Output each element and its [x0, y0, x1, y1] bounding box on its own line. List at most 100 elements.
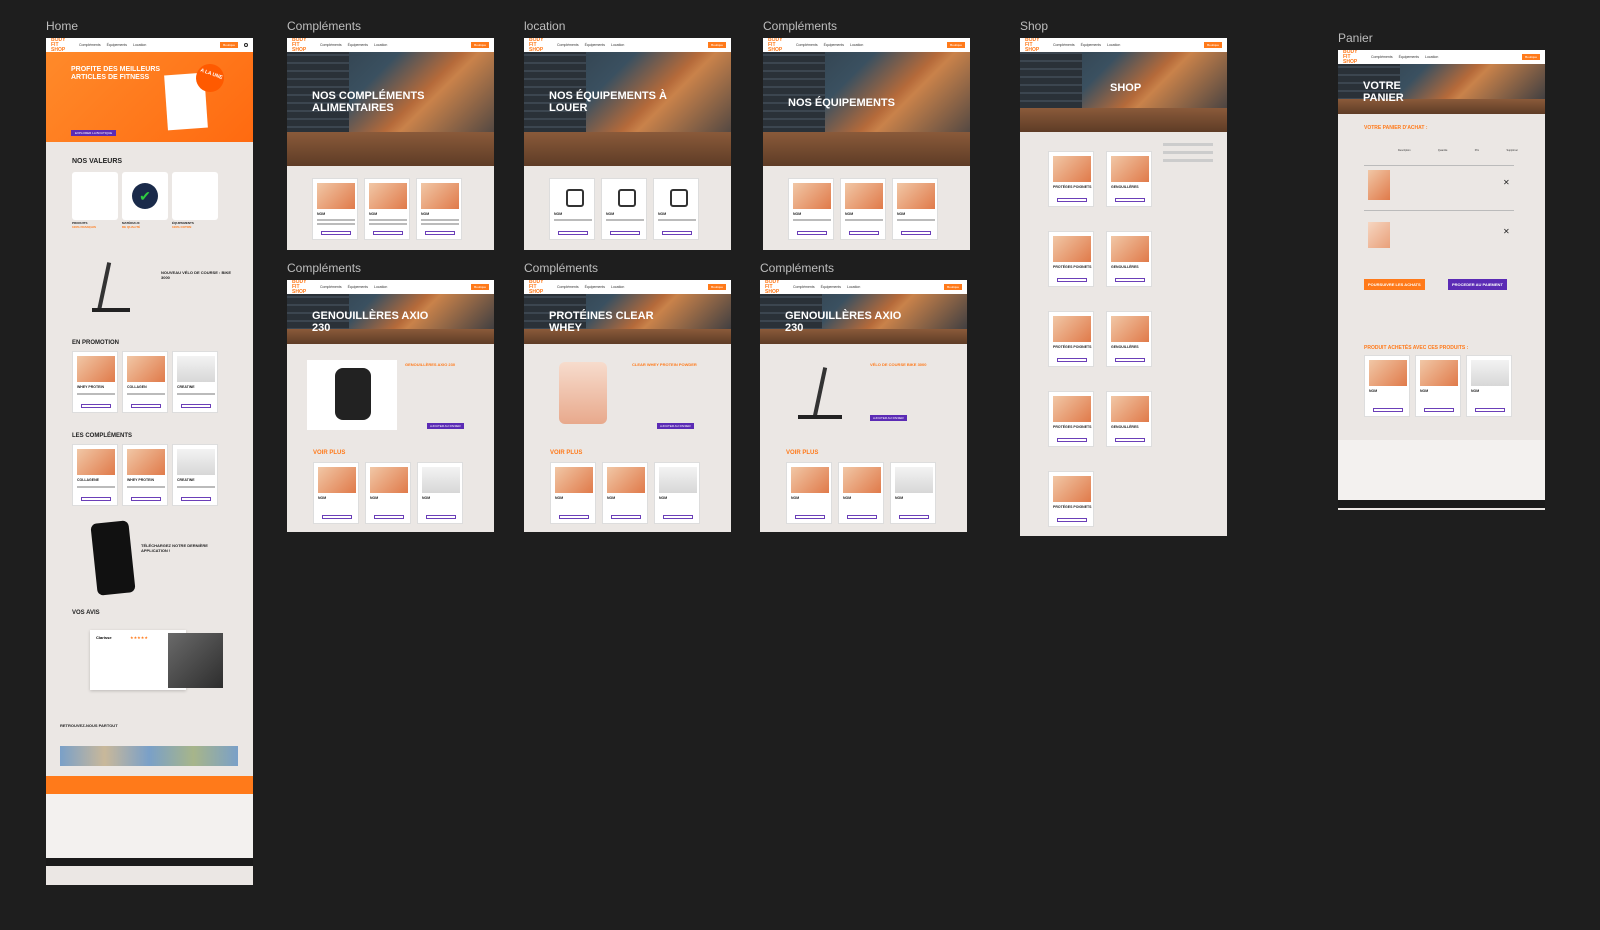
- frame-complements-5[interactable]: BODY FIT SHOP Compléments Équipements Locat…: [760, 280, 967, 532]
- product-card[interactable]: NOM: [1364, 355, 1410, 417]
- hero-button[interactable]: EXPLORER LA BOUTIQUE: [71, 130, 117, 136]
- product-card[interactable]: PROTÉGES POIGNETS: [1048, 391, 1094, 447]
- frame-home[interactable]: BODY FIT SHOP Compléments Équipements Lo…: [46, 38, 253, 885]
- product-card[interactable]: NOM: [365, 462, 411, 524]
- hero-banner: GENOUILLÈRES AXIO 230: [287, 294, 494, 344]
- hero-title: VOTRE PANIER: [1363, 80, 1404, 104]
- product-card[interactable]: NOM: [601, 178, 647, 240]
- product-card[interactable]: COLLAGENE: [72, 444, 118, 506]
- product-card[interactable]: PROTÉGES POIGNETS: [1048, 311, 1094, 367]
- frame-label-complements-5[interactable]: Compléments: [760, 261, 835, 275]
- navbar: BODY FIT SHOP Compléments Équipements Locat…: [1338, 50, 1545, 64]
- product-card[interactable]: WHEY PROTEIN: [122, 444, 168, 506]
- hero-title: PROFITE DES MEILLEURS ARTICLES DE FITNES…: [71, 66, 161, 81]
- product-card[interactable]: NOM: [416, 178, 462, 240]
- hero-banner: VOTRE PANIER: [1338, 64, 1545, 114]
- voir-plus-title: VOIR PLUS: [786, 450, 819, 456]
- add-to-cart-button[interactable]: AJOUTER AU PANIER: [657, 423, 694, 429]
- nav-cta-button[interactable]: Boutique: [220, 42, 238, 48]
- product-card[interactable]: NOM: [788, 178, 834, 240]
- shop-grid: PROTÉGES POIGNETS GENOUILLÈRES PROTÉGES …: [1048, 151, 1158, 527]
- product-card[interactable]: NOM: [840, 178, 886, 240]
- hero-banner: GENOUILLÈRES AXIO 230: [760, 294, 967, 344]
- voir-plus-title: VOIR PLUS: [550, 450, 583, 456]
- add-to-cart-button[interactable]: AJOUTER AU PANIER: [870, 415, 907, 421]
- frame-complements-2[interactable]: BODY FIT SHOP Compléments Équipements Locat…: [763, 38, 970, 250]
- search-icon[interactable]: [244, 43, 248, 47]
- frame-panier[interactable]: BODY FIT SHOP Compléments Équipements Locat…: [1338, 50, 1545, 510]
- product-card[interactable]: NOM: [549, 178, 595, 240]
- product-card[interactable]: NOM: [653, 178, 699, 240]
- frame-complements-3[interactable]: BODY FIT SHOP Compléments Équipements Locat…: [287, 280, 494, 532]
- review-photo: [168, 633, 223, 688]
- nav-link[interactable]: Compléments: [79, 43, 101, 47]
- hero-banner: NOS ÉQUIPEMENTS À LOUER: [524, 52, 731, 166]
- product-card[interactable]: CREATINE: [172, 351, 218, 413]
- frame-complements-1[interactable]: BODY FIT SHOP Compléments Équipements Locat…: [287, 38, 494, 250]
- product-card[interactable]: NOM: [1466, 355, 1512, 417]
- product-card[interactable]: NOM: [550, 462, 596, 524]
- newsletter-bar: [46, 776, 253, 794]
- bike-image: [790, 365, 850, 425]
- frame-label-complements-1[interactable]: Compléments: [287, 19, 362, 33]
- frame-label-complements-4[interactable]: Compléments: [524, 261, 599, 275]
- product-gallery[interactable]: [307, 360, 397, 430]
- frame-shop[interactable]: BODY FIT SHOP Compléments Équipements Locat…: [1020, 38, 1227, 536]
- related-cards: NOM NOM NOM: [786, 462, 936, 524]
- product-card[interactable]: WHEY PROTEIN: [72, 351, 118, 413]
- product-card[interactable]: GENOUILLÈRES: [1106, 391, 1152, 447]
- product-title: VÉLO DE COURSE BIKE 3000: [870, 362, 927, 367]
- related-cards: NOM NOM NOM: [313, 462, 463, 524]
- hero-banner: NOS ÉQUIPEMENTS: [763, 52, 970, 166]
- product-card[interactable]: NOM: [313, 462, 359, 524]
- product-card[interactable]: NOM: [1415, 355, 1461, 417]
- frame-label-panier[interactable]: Panier: [1338, 31, 1373, 45]
- frame-location[interactable]: BODY FIT SHOP Compléments Équipements Locat…: [524, 38, 731, 250]
- also-bought-title: PRODUIT ACHETÉS AVEC CES PRODUITS :: [1364, 345, 1469, 351]
- continue-shopping-button[interactable]: POURSUIVRE LES ACHATS: [1364, 279, 1425, 290]
- product-card[interactable]: NOM: [364, 178, 410, 240]
- footer: [46, 794, 253, 859]
- product-card[interactable]: NOM: [890, 462, 936, 524]
- product-card[interactable]: COLLAGEN: [122, 351, 168, 413]
- navbar: BODY FIT SHOP Compléments Équipements Locat…: [287, 280, 494, 294]
- product-card[interactable]: NOM: [892, 178, 938, 240]
- promo-title: EN PROMOTION: [72, 340, 120, 346]
- remove-icon[interactable]: ✕: [1503, 227, 1510, 236]
- frame-label-complements-2[interactable]: Compléments: [763, 19, 838, 33]
- product-card[interactable]: CREATINE: [172, 444, 218, 506]
- footer-bottom-bar: [1338, 500, 1545, 508]
- cart-table-header: Description Quantité Prix Supprimer: [1398, 149, 1518, 152]
- product-card[interactable]: GENOUILLÈRES: [1106, 151, 1152, 207]
- product-card[interactable]: PROTÉGES POIGNETS: [1048, 471, 1094, 527]
- product-card[interactable]: PROTÉGES POIGNETS: [1048, 231, 1094, 287]
- product-card[interactable]: NOM: [417, 462, 463, 524]
- frame-complements-4[interactable]: BODY FIT SHOP Compléments Équipements Locat…: [524, 280, 731, 532]
- hero-title: Shop: [1110, 82, 1142, 94]
- also-bought-cards: NOM NOM NOM: [1364, 355, 1512, 417]
- hero-title: GENOUILLÈRES AXIO 230: [785, 310, 902, 334]
- remove-icon[interactable]: ✕: [1503, 178, 1510, 187]
- product-image: [559, 362, 607, 424]
- product-card[interactable]: GENOUILLÈRES: [1106, 231, 1152, 287]
- shop-filters[interactable]: [1163, 143, 1213, 173]
- checkout-button[interactable]: PROCEDER AU PAIEMENT: [1448, 279, 1507, 290]
- product-card[interactable]: NOM: [654, 462, 700, 524]
- nav-link[interactable]: Location: [133, 43, 147, 47]
- product-card[interactable]: PROTÉGES POIGNETS: [1048, 151, 1094, 207]
- frame-label-shop[interactable]: Shop: [1020, 19, 1049, 33]
- product-card[interactable]: NOM: [838, 462, 884, 524]
- frame-label-home[interactable]: Home: [46, 19, 79, 33]
- logo[interactable]: BODY FIT SHOP: [51, 38, 66, 53]
- product-card[interactable]: GENOUILLÈRES: [1106, 311, 1152, 367]
- product-card[interactable]: NOM: [312, 178, 358, 240]
- navbar: BODY FIT SHOP Compléments Équipements Lo…: [46, 38, 253, 52]
- frame-label-complements-3[interactable]: Compléments: [287, 261, 362, 275]
- nav-link[interactable]: Équipements: [106, 43, 128, 47]
- frame-label-location[interactable]: location: [524, 19, 566, 33]
- product-card[interactable]: NOM: [602, 462, 648, 524]
- add-to-cart-button[interactable]: AJOUTER AU PANIER: [427, 423, 464, 429]
- product-card[interactable]: NOM: [786, 462, 832, 524]
- partout-title: RETROUVEZ-NOUS PARTOUT: [60, 723, 118, 728]
- phone-mockup: [90, 520, 136, 596]
